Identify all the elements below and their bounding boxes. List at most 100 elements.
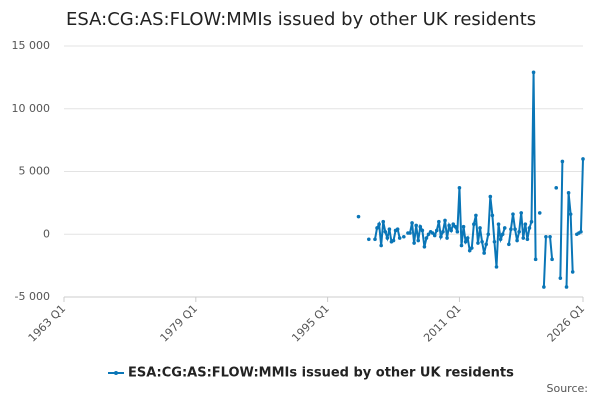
data-point bbox=[463, 239, 468, 244]
data-point bbox=[490, 213, 495, 218]
data-point bbox=[492, 239, 497, 244]
data-point bbox=[391, 238, 396, 243]
data-point bbox=[568, 212, 573, 216]
data-point bbox=[375, 226, 379, 230]
data-point bbox=[387, 227, 392, 232]
data-point bbox=[439, 234, 443, 239]
data-point bbox=[525, 237, 530, 242]
data-point bbox=[478, 226, 482, 230]
data-point bbox=[455, 229, 460, 234]
data-point bbox=[412, 241, 416, 245]
data-point bbox=[533, 257, 538, 262]
data-point bbox=[500, 232, 505, 237]
data-point bbox=[397, 236, 402, 240]
x-tick-label: 1995 Q1 bbox=[289, 302, 332, 345]
data-point bbox=[453, 224, 458, 229]
data-point bbox=[395, 227, 400, 232]
data-point bbox=[498, 237, 503, 242]
data-point bbox=[449, 228, 453, 233]
data-point bbox=[422, 245, 427, 249]
data-point bbox=[379, 243, 383, 248]
data-point bbox=[373, 237, 377, 242]
data-point bbox=[579, 229, 583, 234]
data-point bbox=[474, 213, 478, 218]
data-point bbox=[434, 228, 439, 233]
data-point bbox=[408, 231, 412, 235]
data-point bbox=[451, 222, 456, 227]
y-tick-label: 5 000 bbox=[19, 165, 51, 178]
data-point bbox=[564, 285, 569, 289]
data-point bbox=[531, 70, 536, 75]
data-point bbox=[507, 242, 511, 247]
data-point bbox=[377, 222, 381, 227]
data-point bbox=[542, 285, 546, 289]
data-point bbox=[570, 270, 575, 274]
data-point bbox=[469, 246, 474, 250]
data-point bbox=[513, 227, 517, 232]
data-point bbox=[548, 234, 552, 239]
data-point bbox=[486, 232, 491, 237]
data-point bbox=[385, 236, 390, 240]
data-point bbox=[558, 276, 563, 280]
data-point bbox=[465, 236, 470, 240]
data-point bbox=[367, 237, 371, 242]
data-point bbox=[537, 211, 542, 215]
data-point bbox=[523, 222, 528, 227]
data-point bbox=[560, 159, 565, 164]
data-point bbox=[494, 265, 499, 269]
data-point bbox=[461, 224, 466, 229]
data-point bbox=[476, 241, 480, 245]
data-point bbox=[509, 227, 513, 232]
data-point bbox=[414, 223, 418, 228]
data-point bbox=[488, 194, 493, 199]
x-tick-label: 2026 Q1 bbox=[545, 302, 588, 345]
data-point bbox=[410, 221, 414, 225]
data-point bbox=[496, 222, 501, 227]
data-point bbox=[445, 236, 449, 240]
data-point bbox=[529, 219, 534, 224]
data-point bbox=[480, 239, 484, 244]
data-point bbox=[381, 219, 386, 224]
data-point bbox=[554, 186, 559, 190]
data-point bbox=[459, 243, 464, 248]
data-point bbox=[420, 228, 425, 233]
data-point bbox=[502, 226, 507, 230]
data-point bbox=[544, 234, 548, 239]
data-point bbox=[441, 229, 445, 234]
data-point bbox=[527, 226, 532, 230]
x-tick-label: 1979 Q1 bbox=[158, 302, 201, 345]
data-point bbox=[437, 219, 441, 224]
data-point bbox=[515, 238, 519, 243]
y-tick-label: 15 000 bbox=[12, 39, 51, 52]
data-point bbox=[430, 231, 435, 235]
legend-marker bbox=[114, 371, 118, 375]
source: Source: bbox=[547, 382, 589, 395]
data-point bbox=[356, 214, 361, 219]
chart-title: ESA:CG:AS:FLOW:MMIs issued by other UK r… bbox=[66, 9, 536, 30]
data-point bbox=[447, 223, 451, 228]
data-point bbox=[383, 229, 388, 234]
y-tick-label: -5 000 bbox=[15, 290, 50, 303]
data-point bbox=[519, 211, 524, 215]
data-point bbox=[418, 224, 423, 229]
legend-label: ESA:CG:AS:FLOW:MMIs issued by other UK r… bbox=[128, 366, 514, 381]
data-point bbox=[432, 233, 437, 238]
data-point bbox=[566, 191, 571, 195]
data-point bbox=[424, 236, 429, 240]
data-point bbox=[443, 218, 447, 223]
data-point bbox=[467, 248, 472, 253]
data-point bbox=[550, 257, 554, 262]
data-point bbox=[482, 251, 486, 255]
data-point bbox=[402, 234, 406, 239]
data-point bbox=[521, 236, 526, 240]
data-point bbox=[581, 157, 585, 161]
data-point bbox=[484, 242, 489, 247]
y-tick-label: 10 000 bbox=[12, 102, 51, 115]
data-point bbox=[517, 229, 521, 234]
data-point bbox=[426, 232, 431, 237]
series-line bbox=[374, 72, 584, 288]
x-tick-label: 2011 Q1 bbox=[421, 302, 464, 345]
x-tick-label: 1963 Q1 bbox=[26, 302, 69, 345]
data-point bbox=[472, 222, 476, 227]
